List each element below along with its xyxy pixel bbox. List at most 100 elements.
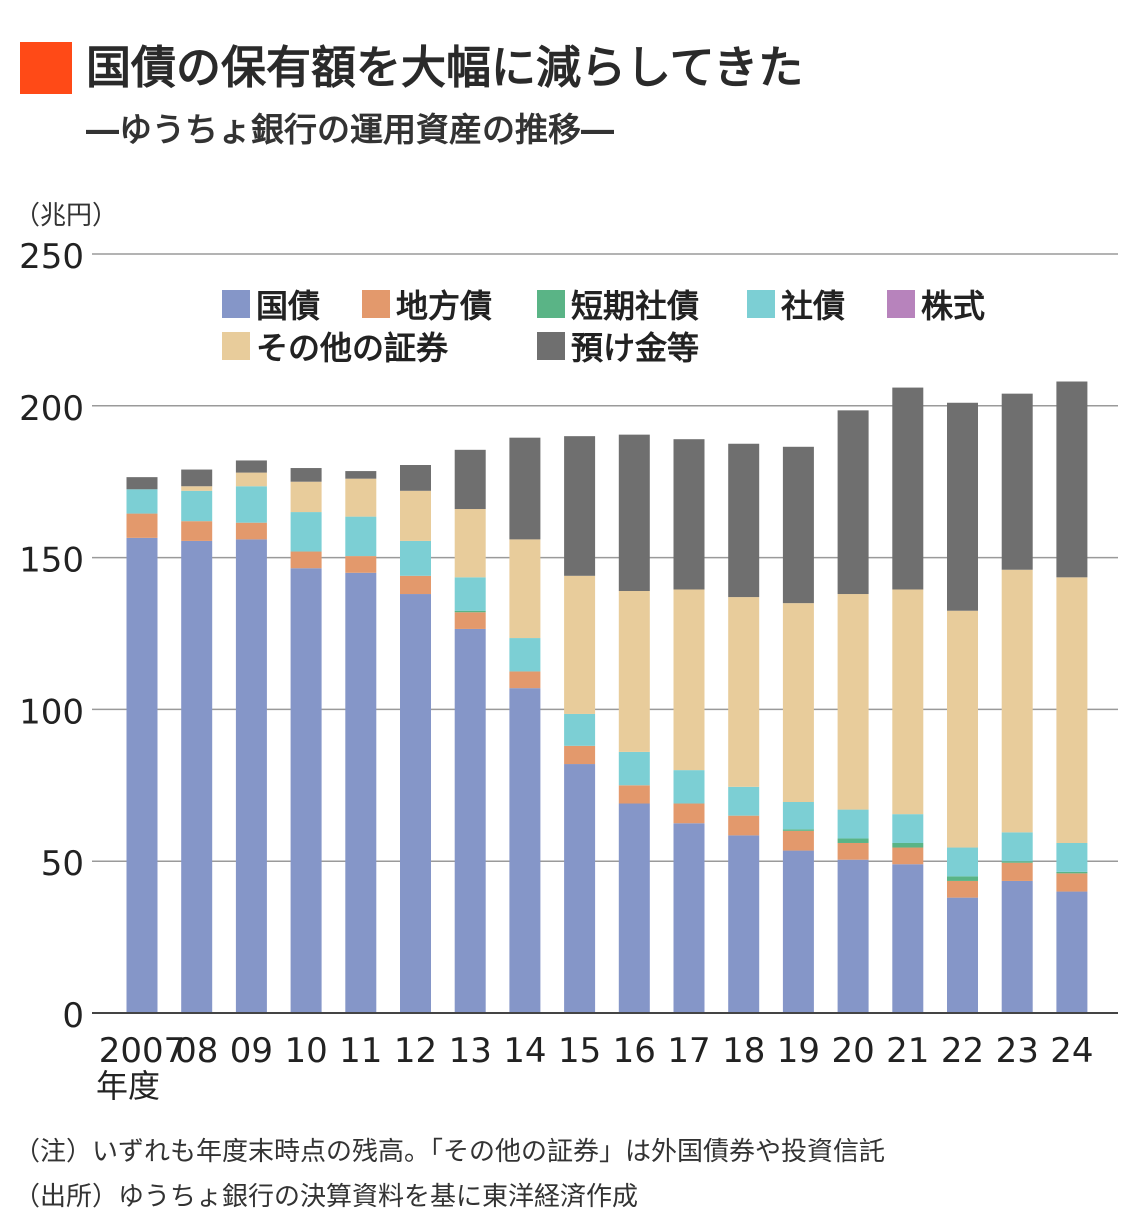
bar-segment — [782, 603, 814, 802]
bar-segment — [673, 589, 705, 771]
x-tick-label: 24 — [1050, 1031, 1093, 1071]
bar-segment — [235, 522, 267, 540]
legend-swatch — [747, 290, 775, 318]
bar-segment — [290, 551, 322, 569]
bar-segment — [947, 402, 978, 611]
bar-segment — [126, 537, 158, 1013]
bar-segment — [509, 671, 541, 689]
bar-segment — [1056, 891, 1088, 1013]
bar-segment — [837, 809, 869, 839]
bar-segment — [618, 434, 650, 591]
bar-segment — [892, 589, 924, 815]
x-tick-label: 17 — [667, 1031, 710, 1071]
bar-segment — [126, 477, 158, 490]
chart-subtitle: ―ゆうちょ銀行の運用資産の推移― — [86, 110, 614, 149]
legend-label: 国債 — [256, 287, 320, 325]
bar-segment — [509, 437, 541, 540]
y-tick-label: 100 — [19, 692, 84, 732]
bar-segment — [728, 835, 760, 1013]
bar-segment — [454, 577, 486, 611]
bar-segment — [782, 830, 814, 851]
bar-segment — [947, 897, 978, 1013]
legend-label: その他の証券 — [256, 329, 449, 367]
bar-segment — [728, 443, 760, 598]
legend-label: 社債 — [781, 287, 845, 325]
bar-segment — [892, 864, 924, 1013]
x-tick-label: 10 — [284, 1031, 327, 1071]
bar-segment — [345, 556, 377, 573]
bar-segment — [564, 764, 596, 1013]
bar-segment — [290, 481, 322, 513]
bar-segment — [235, 539, 267, 1013]
bar-segment — [400, 575, 431, 595]
y-tick-label: 150 — [19, 541, 84, 581]
bar-segment — [454, 509, 486, 578]
bar-segment — [181, 521, 213, 541]
bar-segment — [782, 801, 814, 830]
bar-segment — [618, 590, 650, 752]
bar-segment — [564, 575, 596, 714]
y-tick-label: 50 — [41, 844, 84, 884]
footnote-source: （出所）ゆうちょ銀行の決算資料を基に東洋経済作成 — [14, 1182, 639, 1212]
chart-title: 国債の保有額を大幅に減らしてきた — [86, 41, 804, 94]
bar-segment — [454, 610, 486, 613]
bar-segment — [509, 638, 541, 672]
bar-segment — [673, 439, 705, 590]
x-tick-label: 23 — [996, 1031, 1039, 1071]
x-tick-label: 11 — [339, 1031, 382, 1071]
bar-segment — [235, 472, 267, 487]
footnote-note: （注）いずれも年度末時点の残高。「その他の証券」は外国債券や投資信託 — [14, 1137, 886, 1167]
bar-segment — [181, 486, 213, 491]
bar-segment — [400, 490, 431, 541]
bar-segment — [892, 847, 924, 865]
legend-swatch — [887, 290, 915, 318]
y-tick-label: 0 — [62, 996, 84, 1036]
bar-segment — [1056, 873, 1088, 892]
bar-segment — [618, 751, 650, 786]
bar-segment — [673, 770, 705, 804]
bar-segment — [618, 785, 650, 804]
legend-swatch — [222, 290, 250, 318]
legend-label: 預け金等 — [571, 329, 699, 367]
bar-segment — [1056, 842, 1088, 872]
bar-segment — [564, 713, 596, 746]
bar-segment — [345, 516, 377, 557]
bar-segment — [837, 410, 869, 595]
bar-segment — [564, 436, 596, 576]
bar-segment — [782, 850, 814, 1013]
bar-segment — [509, 688, 541, 1013]
bar-segment — [892, 842, 924, 848]
x-tick-label: 20 — [831, 1031, 874, 1071]
bar-segment — [290, 468, 322, 482]
bar-segment — [782, 446, 814, 604]
bar-segment — [400, 465, 431, 491]
bar-segment — [1001, 393, 1033, 570]
bar-segment — [892, 814, 924, 843]
bar-segment — [837, 859, 869, 1013]
bar-segment — [345, 478, 377, 517]
title-mark — [20, 42, 72, 94]
bar-segment — [837, 838, 869, 843]
legend-label: 短期社債 — [571, 287, 699, 325]
bar-segment — [290, 568, 322, 1013]
x-tick-label: 12 — [394, 1031, 437, 1071]
bar-segment — [345, 471, 377, 479]
bar-segment — [892, 387, 924, 590]
legend-swatch — [362, 290, 390, 318]
legend-label: 地方債 — [396, 287, 492, 325]
x-tick-label: 13 — [449, 1031, 492, 1071]
bar-segment — [618, 803, 650, 1013]
x-unit-label: 年度 — [96, 1067, 160, 1105]
x-tick-label: 21 — [886, 1031, 929, 1071]
bar-segment — [728, 597, 760, 787]
x-tick-label: 22 — [941, 1031, 984, 1071]
bar-segment — [290, 512, 322, 552]
legend-swatch — [222, 332, 250, 360]
bar-segment — [673, 803, 705, 824]
bar-segment — [1001, 880, 1033, 1013]
bar-segment — [947, 876, 978, 881]
bar-segment — [400, 540, 431, 576]
